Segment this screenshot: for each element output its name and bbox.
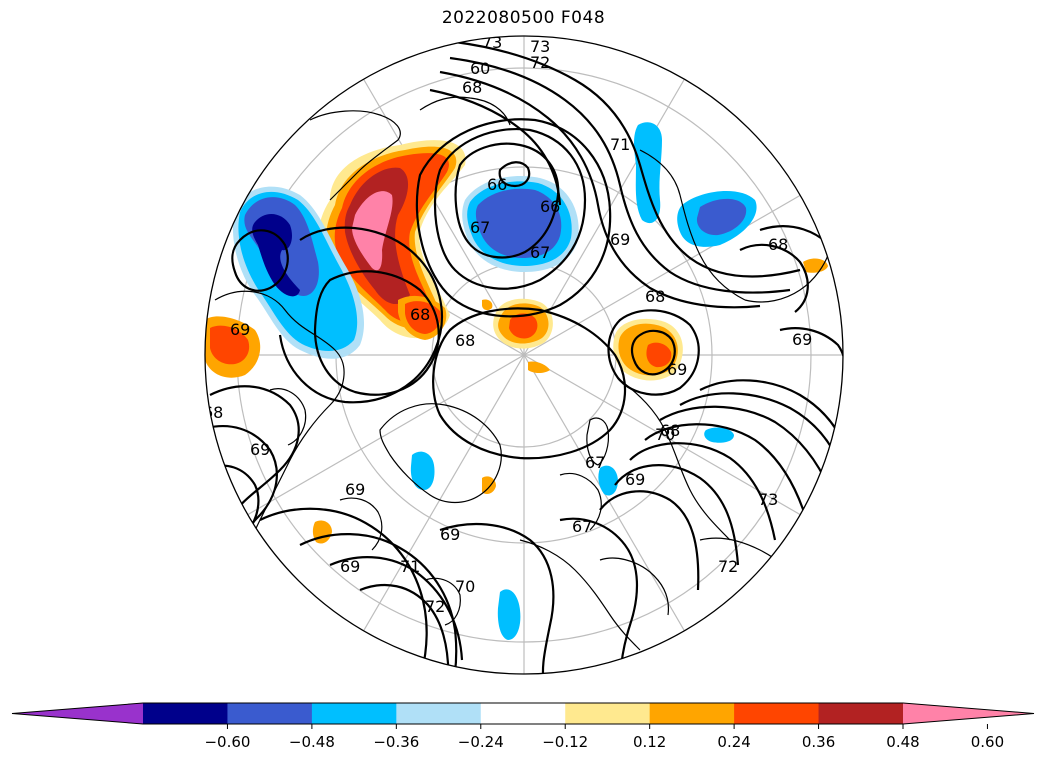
contour-label: 69 xyxy=(667,360,687,379)
contour-label: 69 xyxy=(625,470,645,489)
colorbar-outline xyxy=(11,702,1035,725)
contour-label: 66 xyxy=(540,197,560,216)
contour-label: 69 xyxy=(792,330,812,349)
contour-label: 68 xyxy=(660,421,680,440)
contour-label: 68 xyxy=(645,287,665,306)
contour-label: 71 xyxy=(400,557,420,576)
colorbar-tick-label: −0.36 xyxy=(373,733,419,751)
coastlines xyxy=(214,96,831,651)
colorbar-tick-label: −0.24 xyxy=(458,733,504,751)
contour-label: 70 xyxy=(655,425,675,444)
contour-label: 66 xyxy=(487,175,507,194)
colorbar-extend-max xyxy=(903,703,1034,724)
colorbar-segment xyxy=(565,703,651,724)
contour-label: 69 xyxy=(250,440,270,459)
colorbar-extend-min xyxy=(12,703,143,724)
colorbar-tick-label: 0.48 xyxy=(886,733,919,751)
contour-label: 67 xyxy=(585,453,605,472)
contour-label: 73 xyxy=(482,33,502,52)
contour-label: 69 xyxy=(345,480,365,499)
colorbar-segment xyxy=(227,703,313,724)
contour-label: 69 xyxy=(230,320,250,339)
colorbar: −0.60 −0.48 −0.36 −0.24 −0.12 0.12 0.24 0.36 0.4… xyxy=(11,702,1035,751)
contour-label: 68 xyxy=(768,235,788,254)
colorbar-segment xyxy=(396,703,482,724)
colorbar-tick-label: −0.48 xyxy=(289,733,335,751)
colorbar-segment xyxy=(734,703,820,724)
colorbar-tick-label: 0.12 xyxy=(633,733,666,751)
colorbar-tick-label: −0.60 xyxy=(204,733,250,751)
map-disk: 73 73 72 60 68 71 66 66 67 67 68 69 68 6… xyxy=(203,33,843,674)
contour-label: 68 xyxy=(203,403,223,422)
contour-label: 73 xyxy=(530,37,550,56)
colorbar-segment xyxy=(311,703,397,724)
colorbar-segment xyxy=(649,703,735,724)
contour-labels: 73 73 72 60 68 71 66 66 67 67 68 69 68 6… xyxy=(203,33,812,616)
colorbar-tick-label: 0.24 xyxy=(717,733,750,751)
colorbar-tick-label: 0.60 xyxy=(971,733,1004,751)
contour-label: 72 xyxy=(425,597,445,616)
map-boundary xyxy=(204,35,844,675)
height-contours xyxy=(205,40,843,674)
contour-label: 67 xyxy=(572,517,592,536)
contour-label: 69 xyxy=(340,557,360,576)
map-title: 2022080500 F048 xyxy=(441,8,606,28)
contour-label: 68 xyxy=(455,331,475,350)
colorbar-segment xyxy=(818,703,904,724)
colorbar-segment xyxy=(143,703,228,724)
contour-label: 69 xyxy=(440,525,460,544)
contour-label: 70 xyxy=(455,577,475,596)
contour-label: 72 xyxy=(530,53,550,72)
colorbar-segment xyxy=(480,703,566,724)
contour-label: 60 xyxy=(470,59,490,78)
contour-label: 71 xyxy=(610,135,630,154)
contour-label: 69 xyxy=(610,230,630,249)
contour-label: 72 xyxy=(718,557,738,576)
colorbar-tick-label: −0.12 xyxy=(542,733,588,751)
colorbar-tick-label: 0.36 xyxy=(802,733,835,751)
contour-label: 67 xyxy=(530,243,550,262)
contour-label: 67 xyxy=(470,218,490,237)
contour-label: 68 xyxy=(462,78,482,97)
contour-label: 68 xyxy=(410,305,430,324)
contour-label: 73 xyxy=(758,490,778,509)
